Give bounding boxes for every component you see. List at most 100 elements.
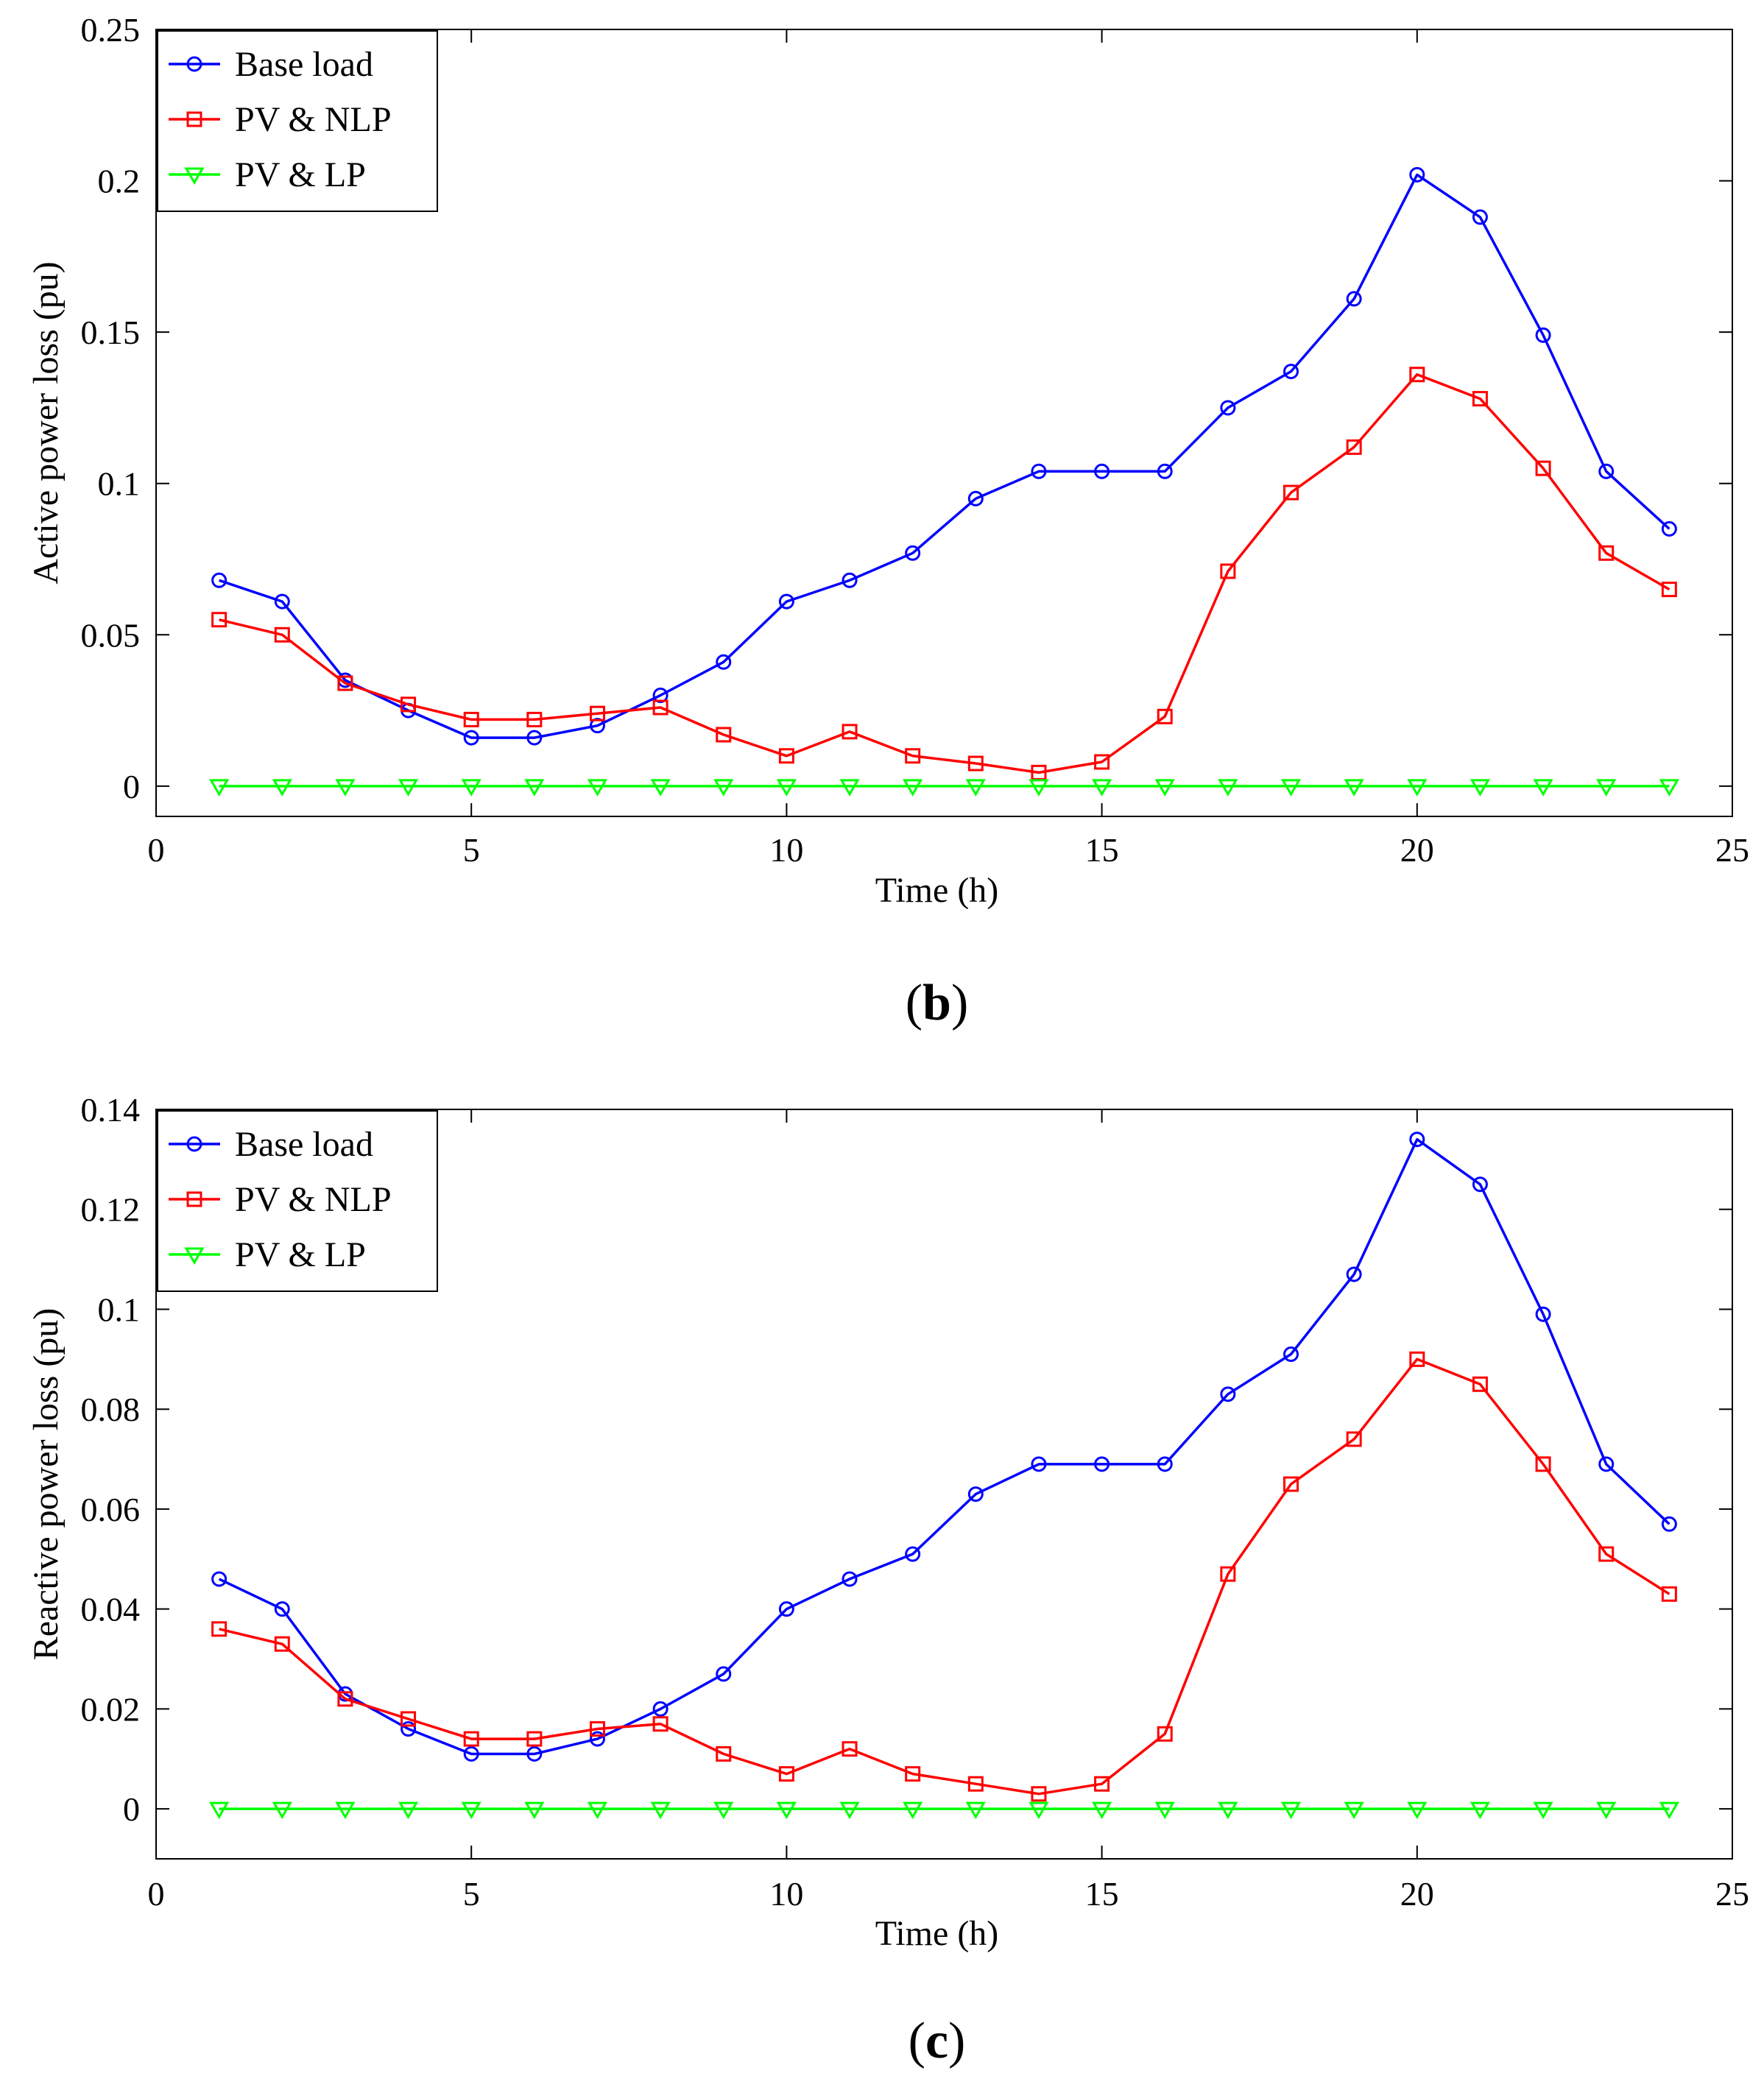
data-point-square xyxy=(1283,1476,1299,1492)
data-point-square xyxy=(1094,754,1110,770)
x-tick-label: 25 xyxy=(1715,831,1749,869)
data-point-circle xyxy=(1472,1176,1488,1193)
series-pv-lp xyxy=(209,779,1679,797)
data-point-triangle xyxy=(713,1801,734,1820)
data-point-square xyxy=(1031,764,1047,780)
data-point-triangle xyxy=(209,1801,230,1820)
x-tick-label: 0 xyxy=(148,1875,165,1913)
data-point-square xyxy=(401,696,417,713)
data-point-square xyxy=(1598,545,1615,561)
legend-label: Base load xyxy=(235,1125,373,1164)
legend-box xyxy=(157,1110,438,1292)
caption-close-paren: ) xyxy=(948,2013,965,2069)
y-tick-label: 0.06 xyxy=(81,1491,141,1528)
data-point-circle xyxy=(211,572,227,588)
series-line xyxy=(219,173,1670,739)
caption-letter: b xyxy=(922,975,951,1031)
data-point-square xyxy=(186,111,202,127)
data-point-circle xyxy=(1535,327,1551,343)
data-point-square xyxy=(463,711,479,727)
data-point-circle xyxy=(778,593,794,610)
x-tick-label: 5 xyxy=(463,1875,480,1913)
data-point-circle xyxy=(1346,1266,1362,1282)
y-tick-label: 0.25 xyxy=(81,11,141,49)
data-point-circle xyxy=(463,1745,479,1762)
data-point-circle xyxy=(274,593,290,610)
data-point-square xyxy=(463,1731,479,1747)
data-point-triangle xyxy=(839,1801,860,1820)
data-point-square xyxy=(1220,563,1236,579)
data-point-square xyxy=(589,1721,605,1737)
data-point-square xyxy=(337,1691,353,1707)
x-tick-label: 15 xyxy=(1085,1875,1119,1913)
data-point-circle xyxy=(1094,463,1110,479)
data-point-circle xyxy=(526,1745,543,1762)
x-tick-label: 20 xyxy=(1400,831,1434,869)
data-point-triangle xyxy=(776,1801,797,1820)
data-point-triangle xyxy=(713,779,734,797)
legend: Base load PV & NLP PV & LP xyxy=(157,1110,438,1292)
series-line xyxy=(218,1137,1670,1756)
data-point-square xyxy=(1472,391,1488,407)
data-point-circle xyxy=(1409,1131,1425,1148)
data-point-square xyxy=(1661,1586,1677,1602)
series-pv-nlp xyxy=(211,367,1677,780)
data-point-circle xyxy=(186,1136,202,1152)
data-point-circle xyxy=(589,1731,605,1747)
data-point-circle xyxy=(401,1721,417,1737)
data-point-square xyxy=(1157,708,1173,724)
data-point-triangle xyxy=(1029,1801,1049,1820)
data-point-square xyxy=(274,1636,290,1652)
data-point-square xyxy=(526,1731,543,1747)
y-tick-label: 0.08 xyxy=(81,1391,141,1428)
data-point-circle xyxy=(463,730,479,746)
data-point-triangle xyxy=(650,1801,671,1820)
data-point-square xyxy=(1283,484,1299,501)
chart-reactive-power-loss: 0 5 10 15 20 25 0 0.02 0.04 0.06 0.08 0.1 0.12 0.14 Ti… xyxy=(27,1091,1749,2069)
y-tick-label: 0.1 xyxy=(98,465,141,503)
data-point-triangle xyxy=(1218,1801,1238,1820)
x-tick-label: 25 xyxy=(1715,1875,1749,1913)
y-axis-label: Active power loss (pu) xyxy=(27,261,66,585)
data-point-square xyxy=(778,1766,794,1782)
data-point-circle xyxy=(1598,463,1615,479)
data-point-triangle xyxy=(587,1801,608,1820)
y-tick-label: 0.15 xyxy=(81,314,141,351)
data-point-circle xyxy=(652,688,668,704)
series-line xyxy=(219,1357,1670,1796)
data-point-circle xyxy=(211,1571,227,1587)
data-point-square xyxy=(1346,1431,1362,1447)
legend: Base load PV & NLP PV & LP xyxy=(157,30,438,212)
data-point-triangle xyxy=(461,1801,481,1820)
data-point-triangle xyxy=(1596,1801,1617,1820)
data-point-triangle xyxy=(184,1247,205,1265)
chart-active-power-loss: 0 5 10 15 20 25 0 0.05 0.1 0.15 0.2 0.25 Time (h) Act… xyxy=(27,11,1749,1031)
data-point-triangle xyxy=(1280,1801,1302,1820)
data-point-circle xyxy=(1472,209,1488,225)
x-tick-label: 0 xyxy=(148,831,165,869)
data-point-circle xyxy=(1220,400,1236,416)
data-point-circle xyxy=(1598,1456,1615,1472)
y-tick-label: 0 xyxy=(123,1790,140,1828)
data-point-triangle xyxy=(1154,1801,1175,1820)
data-point-triangle xyxy=(524,779,545,797)
data-point-square xyxy=(1157,1726,1173,1742)
data-point-triangle xyxy=(776,779,797,797)
data-point-triangle xyxy=(1029,779,1049,797)
data-point-square xyxy=(716,727,732,743)
y-tick-label: 0 xyxy=(123,768,140,805)
data-point-square xyxy=(401,1711,417,1727)
data-point-circle xyxy=(1220,1386,1236,1402)
data-point-square xyxy=(1598,1546,1615,1562)
legend-label: Base load xyxy=(235,45,373,84)
data-point-circle xyxy=(905,545,921,561)
data-point-square xyxy=(716,1745,732,1762)
caption-close-paren: ) xyxy=(951,975,968,1031)
data-point-square xyxy=(526,711,543,727)
x-axis-label: Time (h) xyxy=(875,1914,999,1953)
data-point-square xyxy=(211,1621,227,1637)
data-point-circle xyxy=(1283,1346,1299,1363)
data-point-triangle xyxy=(839,779,860,797)
data-point-square xyxy=(589,705,605,721)
